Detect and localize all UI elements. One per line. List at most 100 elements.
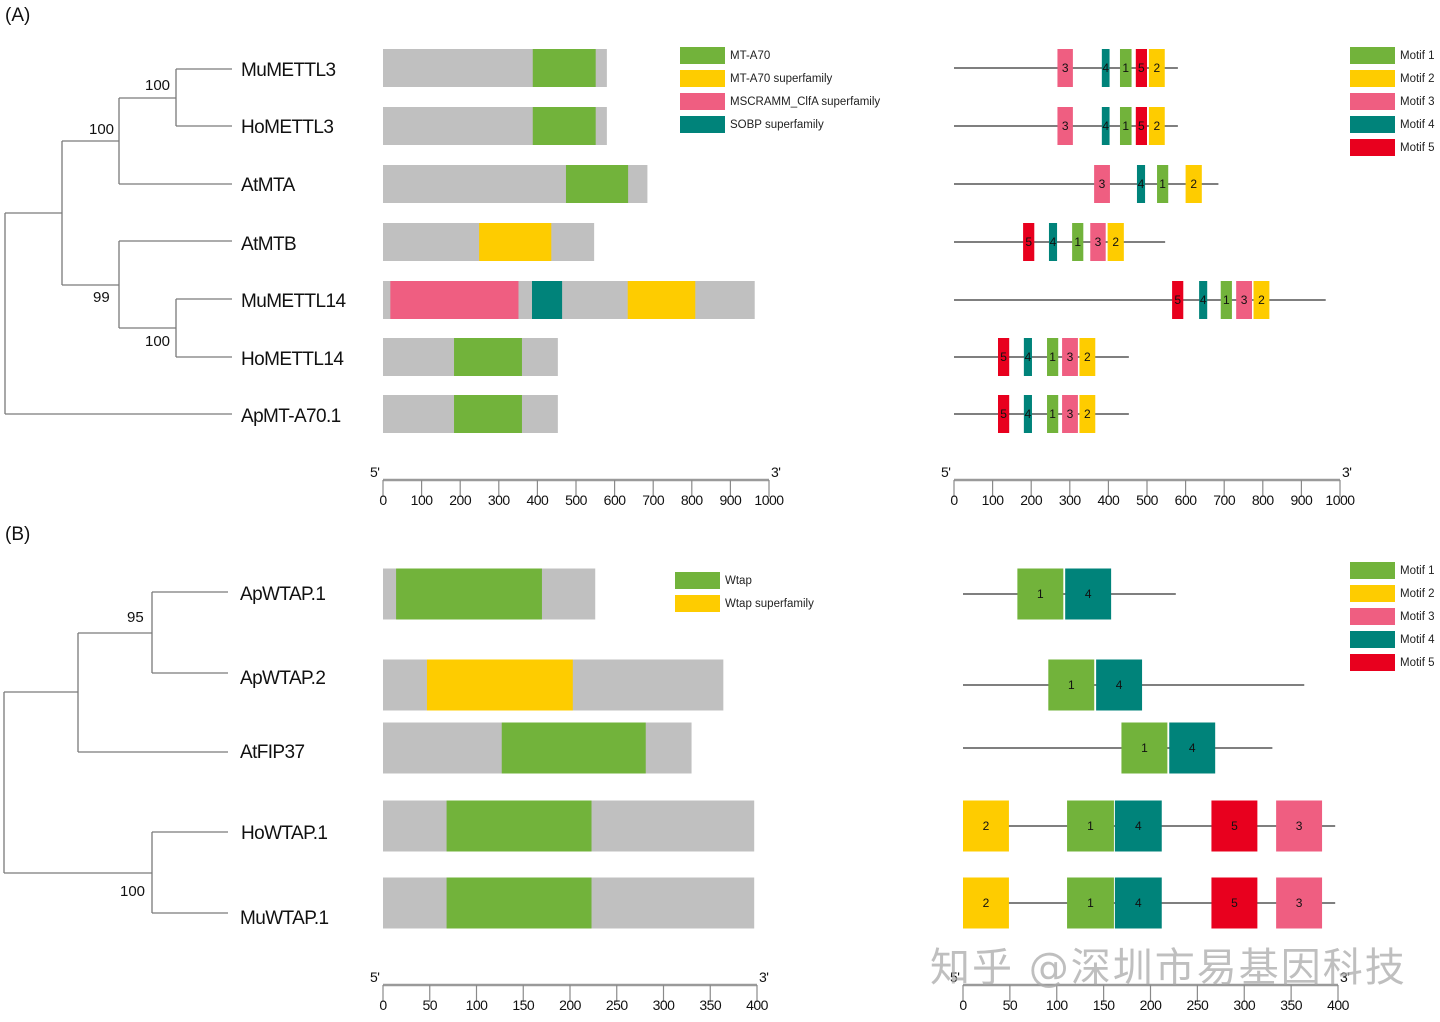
tick-label: 600 [604,492,627,508]
motif-number: 3 [1067,407,1074,421]
bootstrap-value: 99 [93,289,110,306]
motif-number: 4 [1138,177,1145,191]
motif-number: 5 [1231,896,1238,910]
tick-label: 300 [1059,492,1082,508]
tree-branch [77,632,228,753]
motif-number: 2 [1084,350,1091,364]
motif-number: 4 [1189,741,1196,755]
tick-label: 1000 [1325,492,1355,508]
motif-block [1079,338,1096,376]
motif-block [1211,800,1258,852]
motif-block [963,800,1009,852]
motif-block [1023,338,1032,376]
taxon-label: MuMETTL14 [241,291,346,312]
motif-number: 1 [1087,896,1094,910]
tick-label: 100 [1046,997,1069,1013]
tick-label: 350 [1280,997,1303,1013]
taxon-label: AtFIP37 [240,742,304,763]
motif-block [1090,223,1106,261]
legend-swatch [1350,631,1395,648]
tick-label: 0 [379,492,387,508]
legend-label: Motif 2 [1400,73,1435,85]
motif-number: 5 [1174,293,1181,307]
domain-scale-axis-a: 0 100 200 300 400 500 600 700 800 900 1000 5' 3' [370,464,785,508]
domain-scale-axis-b: 0 50 100 150 200 250 300 350 400 5' 3' [370,969,769,1013]
motif-number: 1 [1122,119,1129,133]
tick-label: 600 [1175,492,1198,508]
motif-number: 2 [1258,293,1265,307]
motif-block [1023,395,1032,433]
motif-block [1172,281,1184,319]
motif-number: 4 [1085,587,1092,601]
domain-architecture-a [383,49,755,433]
motif-number: 4 [1050,235,1057,249]
motif-number: 5 [1138,119,1145,133]
taxon-label: AtMTA [241,175,296,196]
motif-block [1148,49,1165,87]
tick-label: 400 [1097,492,1120,508]
motif-number: 1 [1122,61,1129,75]
tree-branch [61,140,119,286]
legend-swatch [1350,47,1395,64]
domain-block [531,281,563,319]
legend-label: Motif 5 [1400,142,1435,154]
motif-block [1062,395,1078,433]
three-prime-label: 3' [771,464,780,480]
three-prime-label: 3' [1342,464,1351,480]
legend-swatch [680,70,725,87]
motif-number: 1 [1223,293,1230,307]
motif-block [1067,800,1114,852]
motif-block [1157,165,1169,203]
motif-number: 2 [1084,407,1091,421]
motif-number: 1 [1068,678,1075,692]
motif-block [1253,281,1270,319]
motif-number: 5 [1025,235,1032,249]
motif-number: 2 [983,896,990,910]
motif-block [1135,107,1147,145]
taxon-label: MuMETTL3 [241,60,335,81]
legend-swatch [1350,608,1395,625]
tree-branch [4,212,232,415]
legend-label: Motif 3 [1400,96,1435,108]
motif-block [1065,568,1112,620]
motif-block [1101,49,1110,87]
domain-block [446,800,592,852]
tick-label: 300 [1233,997,1256,1013]
motif-number: 4 [1200,293,1207,307]
motif-block [1169,722,1216,774]
legend-label: MT-A70 superfamily [730,73,833,85]
taxon-label: HoWTAP.1 [241,823,327,844]
motif-number: 4 [1102,61,1109,75]
motif-block [1096,659,1143,711]
tick-label: 100 [466,997,489,1013]
legend-label: Motif 4 [1400,634,1435,646]
taxon-label: HoMETTL14 [241,349,344,370]
legend-label: Motif 3 [1400,611,1435,623]
tick-label: 150 [512,997,535,1013]
motif-block [963,877,1009,929]
bootstrap-value: 100 [89,121,114,138]
tick-label: 100 [411,492,434,508]
motif-number: 4 [1116,678,1123,692]
motif-block [1023,223,1035,261]
motif-number: 1 [1049,350,1056,364]
motif-block [1220,281,1232,319]
legend-label: SOBP superfamily [730,119,824,131]
domain-block [627,281,696,319]
tick-label: 300 [653,997,676,1013]
motif-legend-a: Motif 1 Motif 2 Motif 3 Motif 4 Motif 5 [1350,47,1435,156]
tick-label: 0 [959,997,967,1013]
domain-block [396,568,542,620]
bootstrap-value: 100 [120,883,145,900]
motif-number: 3 [1062,119,1069,133]
motif-number: 5 [1000,407,1007,421]
motif-block [1276,800,1323,852]
motif-number: 5 [1000,350,1007,364]
legend-swatch [675,572,720,589]
motif-block [1236,281,1252,319]
legend-label: Wtap superfamily [725,598,814,610]
motif-block [1057,49,1073,87]
motif-number: 4 [1135,896,1142,910]
motif-number: 2 [1190,177,1197,191]
